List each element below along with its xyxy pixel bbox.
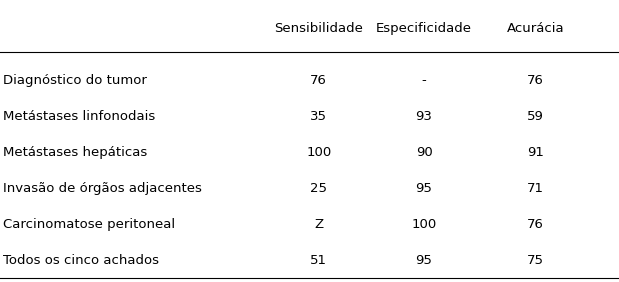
Text: 76: 76 bbox=[527, 218, 544, 231]
Text: 76: 76 bbox=[310, 74, 327, 87]
Text: Z: Z bbox=[314, 218, 323, 231]
Text: 71: 71 bbox=[527, 182, 544, 195]
Text: Acurácia: Acurácia bbox=[506, 22, 565, 35]
Text: 35: 35 bbox=[310, 110, 327, 123]
Text: 93: 93 bbox=[415, 110, 433, 123]
Text: Todos os cinco achados: Todos os cinco achados bbox=[3, 254, 159, 267]
Text: 76: 76 bbox=[527, 74, 544, 87]
Text: 51: 51 bbox=[310, 254, 327, 267]
Text: 91: 91 bbox=[527, 146, 544, 159]
Text: 100: 100 bbox=[306, 146, 331, 159]
Text: Metástases linfonodais: Metástases linfonodais bbox=[3, 110, 155, 123]
Text: 75: 75 bbox=[527, 254, 544, 267]
Text: 95: 95 bbox=[415, 182, 433, 195]
Text: Metástases hepáticas: Metástases hepáticas bbox=[3, 146, 147, 159]
Text: 90: 90 bbox=[415, 146, 433, 159]
Text: 100: 100 bbox=[412, 218, 436, 231]
Text: Diagnóstico do tumor: Diagnóstico do tumor bbox=[3, 74, 147, 87]
Text: Sensibilidade: Sensibilidade bbox=[274, 22, 363, 35]
Text: Especificidade: Especificidade bbox=[376, 22, 472, 35]
Text: 95: 95 bbox=[415, 254, 433, 267]
Text: 25: 25 bbox=[310, 182, 327, 195]
Text: Carcinomatose peritoneal: Carcinomatose peritoneal bbox=[3, 218, 175, 231]
Text: Invasão de órgãos adjacentes: Invasão de órgãos adjacentes bbox=[3, 182, 202, 195]
Text: -: - bbox=[422, 74, 426, 87]
Text: 59: 59 bbox=[527, 110, 544, 123]
